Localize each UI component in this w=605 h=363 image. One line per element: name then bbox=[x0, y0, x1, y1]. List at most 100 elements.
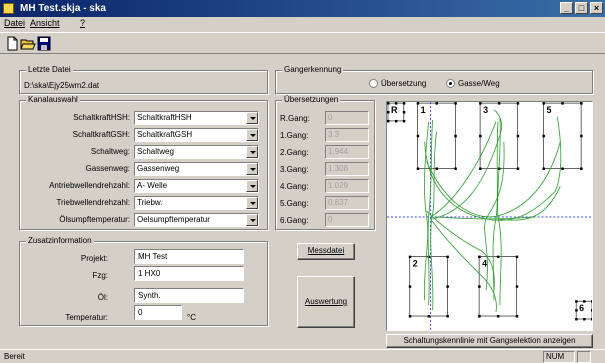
gear-label: 5 bbox=[546, 105, 551, 115]
box-handle[interactable] bbox=[394, 102, 398, 105]
box-handle[interactable] bbox=[496, 255, 500, 259]
dropdown-arrow-icon[interactable] bbox=[246, 214, 258, 226]
radio-uebersetzung-label[interactable]: Übersetzung bbox=[381, 79, 427, 88]
dropdown-arrow-icon[interactable] bbox=[246, 180, 258, 192]
box-handle[interactable] bbox=[387, 111, 390, 114]
kanal-select-value: Triebw. bbox=[137, 198, 163, 207]
box-handle[interactable] bbox=[408, 315, 412, 318]
box-handle[interactable] bbox=[446, 315, 449, 318]
auswertung-button[interactable]: Auswertung bbox=[297, 276, 355, 328]
close-button[interactable]: × bbox=[590, 2, 603, 14]
box-handle[interactable] bbox=[454, 134, 457, 138]
box-handle[interactable] bbox=[542, 134, 545, 138]
box-handle[interactable] bbox=[542, 167, 545, 170]
menu-help[interactable]: ? bbox=[80, 18, 86, 28]
box-handle[interactable] bbox=[591, 309, 593, 312]
radio-uebersetzung[interactable] bbox=[369, 79, 378, 88]
box-handle[interactable] bbox=[416, 134, 420, 138]
box-handle[interactable] bbox=[427, 315, 431, 318]
box-handle[interactable] bbox=[575, 309, 578, 312]
kanal-label: Antriebwellendrehzahl: bbox=[49, 181, 130, 190]
box-handle[interactable] bbox=[583, 300, 586, 303]
gangerkennung-title: Gangerkennung bbox=[282, 65, 344, 74]
radio-gasse-weg-label[interactable]: Gasse/Weg bbox=[458, 79, 500, 88]
kanal-select[interactable]: A- Welle bbox=[134, 179, 259, 193]
box-handle[interactable] bbox=[580, 134, 583, 138]
box-handle[interactable] bbox=[515, 255, 519, 259]
box-handle[interactable] bbox=[387, 119, 390, 123]
box-handle[interactable] bbox=[402, 111, 406, 114]
box-handle[interactable] bbox=[416, 167, 420, 170]
messdatei-button[interactable]: Messdatei bbox=[297, 243, 355, 260]
menu-datei[interactable]: Datei bbox=[4, 18, 26, 28]
box-handle[interactable] bbox=[575, 300, 578, 303]
fzg-input[interactable]: 1 HX0 bbox=[134, 266, 244, 281]
box-handle[interactable] bbox=[478, 315, 481, 318]
box-handle[interactable] bbox=[516, 102, 520, 105]
kanal-select[interactable]: Oelsumpftemperatur bbox=[134, 213, 259, 227]
box-handle[interactable] bbox=[402, 102, 406, 105]
kanal-select[interactable]: SchaltkraftGSH bbox=[134, 128, 259, 142]
temperatur-input[interactable]: 0 bbox=[134, 305, 182, 320]
box-handle[interactable] bbox=[416, 102, 420, 105]
box-handle[interactable] bbox=[561, 167, 564, 170]
box-handle[interactable] bbox=[575, 318, 578, 321]
save-disk-icon[interactable] bbox=[36, 36, 52, 51]
maximize-button[interactable]: □ bbox=[575, 2, 588, 14]
box-handle[interactable] bbox=[497, 102, 501, 105]
num-lock-indicator: NUM bbox=[543, 351, 575, 363]
dropdown-arrow-icon[interactable] bbox=[246, 129, 258, 141]
dropdown-arrow-icon[interactable] bbox=[246, 163, 258, 175]
dropdown-arrow-icon[interactable] bbox=[246, 146, 258, 158]
shift-trace-line bbox=[497, 186, 561, 221]
box-handle[interactable] bbox=[580, 167, 583, 170]
dropdown-arrow-icon[interactable] bbox=[246, 112, 258, 124]
box-handle[interactable] bbox=[435, 167, 439, 170]
box-handle[interactable] bbox=[479, 167, 482, 170]
box-handle[interactable] bbox=[446, 285, 449, 288]
dropdown-arrow-icon[interactable] bbox=[246, 197, 258, 209]
box-handle[interactable] bbox=[516, 134, 520, 138]
box-handle[interactable] bbox=[454, 102, 457, 105]
box-handle[interactable] bbox=[478, 285, 481, 288]
box-handle[interactable] bbox=[515, 285, 519, 288]
projekt-input[interactable]: MH Test bbox=[134, 249, 244, 264]
box-handle[interactable] bbox=[583, 318, 586, 321]
box-handle[interactable] bbox=[435, 102, 439, 105]
shift-trace-line bbox=[427, 119, 433, 306]
box-handle[interactable] bbox=[408, 285, 412, 288]
box-handle[interactable] bbox=[479, 134, 482, 138]
oel-input[interactable]: Synth. bbox=[134, 288, 244, 303]
box-handle[interactable] bbox=[561, 102, 564, 105]
minimize-button[interactable]: _ bbox=[560, 2, 573, 14]
box-handle[interactable] bbox=[387, 102, 390, 105]
box-handle[interactable] bbox=[515, 315, 519, 318]
kanalauswahl-group: Kanalauswahl bbox=[19, 95, 268, 230]
box-handle[interactable] bbox=[478, 255, 481, 259]
kanal-select-value: Schaltweg bbox=[137, 147, 174, 156]
kanal-select[interactable]: Schaltweg bbox=[134, 145, 259, 159]
box-handle[interactable] bbox=[516, 167, 520, 170]
box-handle[interactable] bbox=[479, 102, 482, 105]
new-file-icon[interactable] bbox=[4, 36, 20, 51]
anzeigen-button[interactable]: Schaltungskennlinie mit Gangselektion an… bbox=[386, 334, 593, 348]
box-handle[interactable] bbox=[580, 102, 583, 105]
kanal-select[interactable]: Gassenweg bbox=[134, 162, 259, 176]
open-folder-icon[interactable] bbox=[20, 36, 36, 51]
projekt-label: Projekt: bbox=[80, 254, 108, 263]
menu-ansicht[interactable]: Ansicht bbox=[30, 18, 60, 28]
box-handle[interactable] bbox=[591, 318, 593, 321]
box-handle[interactable] bbox=[446, 255, 449, 259]
box-handle[interactable] bbox=[402, 119, 406, 123]
radio-gasse-weg[interactable] bbox=[446, 79, 455, 88]
box-handle[interactable] bbox=[542, 102, 545, 105]
box-handle[interactable] bbox=[454, 167, 457, 170]
box-handle[interactable] bbox=[394, 119, 398, 123]
kanal-select[interactable]: Triebw. bbox=[134, 196, 259, 210]
box-handle[interactable] bbox=[591, 300, 593, 303]
box-handle[interactable] bbox=[408, 255, 412, 259]
gear-label: R bbox=[391, 105, 398, 115]
box-handle[interactable] bbox=[496, 315, 500, 318]
kanal-select[interactable]: SchaltkraftHSH bbox=[134, 111, 259, 125]
